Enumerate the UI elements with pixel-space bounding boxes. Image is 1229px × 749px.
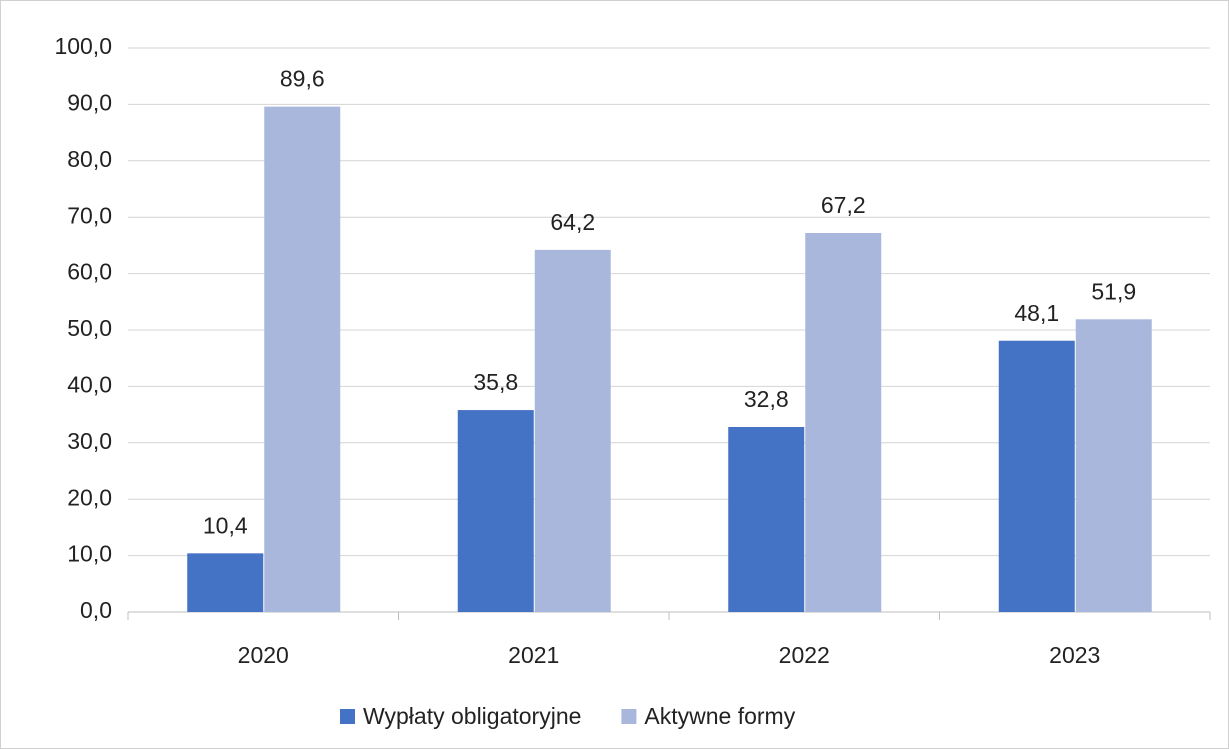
x-tick-label: 2021 xyxy=(508,642,559,668)
bar xyxy=(264,106,341,612)
y-tick-label: 100,0 xyxy=(54,33,112,59)
x-tick-label: 2022 xyxy=(779,642,830,668)
y-tick-label: 40,0 xyxy=(67,371,112,397)
legend-label: Aktywne formy xyxy=(644,703,795,729)
data-label: 10,4 xyxy=(203,512,248,538)
y-tick-label: 60,0 xyxy=(67,259,112,285)
legend-swatch xyxy=(621,709,637,724)
y-tick-label: 70,0 xyxy=(67,202,112,228)
bar xyxy=(1075,319,1152,612)
y-tick-label: 0,0 xyxy=(80,597,112,623)
data-label: 64,2 xyxy=(550,209,595,235)
data-label: 32,8 xyxy=(744,386,789,412)
legend-label: Wypłaty obligatoryjne xyxy=(363,703,581,729)
bar xyxy=(187,553,264,612)
bar xyxy=(998,340,1075,612)
data-label: 48,1 xyxy=(1014,300,1059,326)
y-tick-label: 10,0 xyxy=(67,541,112,567)
y-tick-label: 80,0 xyxy=(67,146,112,172)
y-tick-label: 90,0 xyxy=(67,89,112,115)
data-label: 51,9 xyxy=(1091,278,1136,304)
x-tick-label: 2020 xyxy=(238,642,289,668)
y-tick-label: 30,0 xyxy=(67,428,112,454)
bar xyxy=(534,249,611,613)
x-tick-label: 2023 xyxy=(1049,642,1100,668)
legend-swatch xyxy=(340,709,355,724)
y-tick-label: 50,0 xyxy=(67,315,112,341)
data-label: 89,6 xyxy=(280,66,325,92)
y-tick-label: 20,0 xyxy=(67,484,112,510)
data-label: 67,2 xyxy=(821,192,866,218)
bar xyxy=(728,427,805,612)
bar xyxy=(457,410,534,612)
bar xyxy=(805,232,882,612)
data-label: 35,8 xyxy=(473,369,518,395)
